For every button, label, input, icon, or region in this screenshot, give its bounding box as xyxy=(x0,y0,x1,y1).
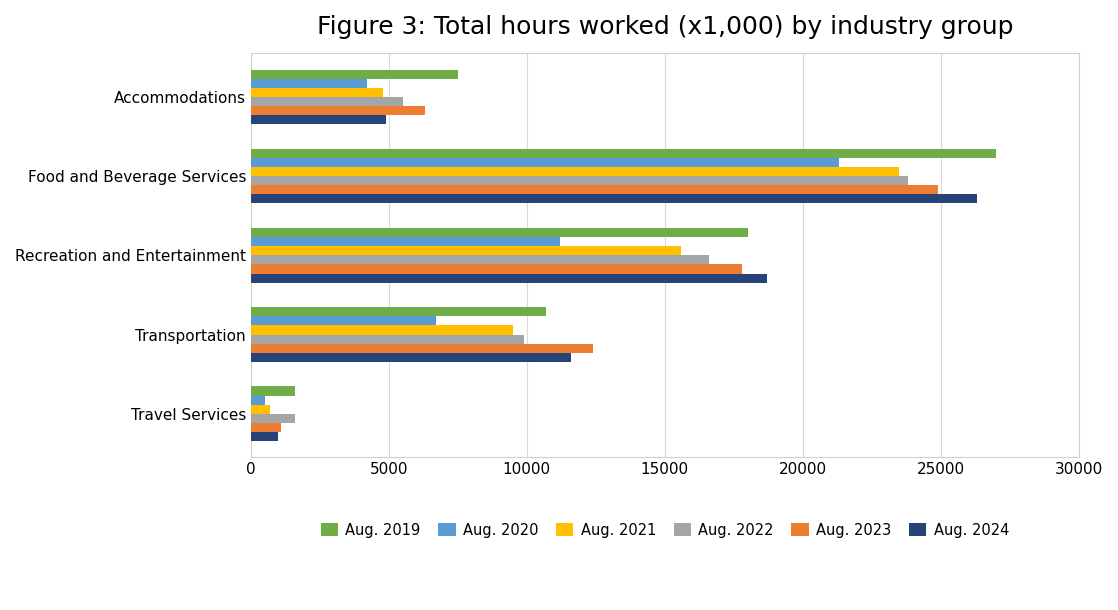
Bar xyxy=(250,265,742,273)
Bar xyxy=(250,185,938,195)
Bar xyxy=(250,167,900,176)
Bar xyxy=(250,97,402,106)
Bar xyxy=(250,334,524,343)
Bar xyxy=(250,326,513,334)
Bar xyxy=(250,414,295,423)
Bar xyxy=(250,343,594,353)
Bar xyxy=(250,246,682,256)
Legend: Aug. 2019, Aug. 2020, Aug. 2021, Aug. 2022, Aug. 2023, Aug. 2024: Aug. 2019, Aug. 2020, Aug. 2021, Aug. 20… xyxy=(315,517,1015,544)
Bar xyxy=(250,423,282,432)
Title: Figure 3: Total hours worked (x1,000) by industry group: Figure 3: Total hours worked (x1,000) by… xyxy=(316,15,1013,39)
Bar xyxy=(250,307,547,317)
Bar xyxy=(250,237,560,246)
Bar xyxy=(250,79,367,88)
Bar xyxy=(250,88,383,97)
Bar xyxy=(250,70,458,79)
Bar xyxy=(250,386,295,395)
Bar xyxy=(250,256,709,265)
Bar xyxy=(250,115,386,124)
Bar xyxy=(250,106,425,115)
Bar xyxy=(250,176,908,185)
Bar xyxy=(250,404,271,414)
Bar xyxy=(250,353,571,362)
Bar xyxy=(250,273,767,282)
Bar xyxy=(250,317,436,326)
Bar xyxy=(250,149,996,158)
Bar xyxy=(250,195,977,204)
Bar xyxy=(250,158,838,167)
Bar xyxy=(250,228,748,237)
Bar xyxy=(250,432,278,441)
Bar xyxy=(250,395,265,404)
